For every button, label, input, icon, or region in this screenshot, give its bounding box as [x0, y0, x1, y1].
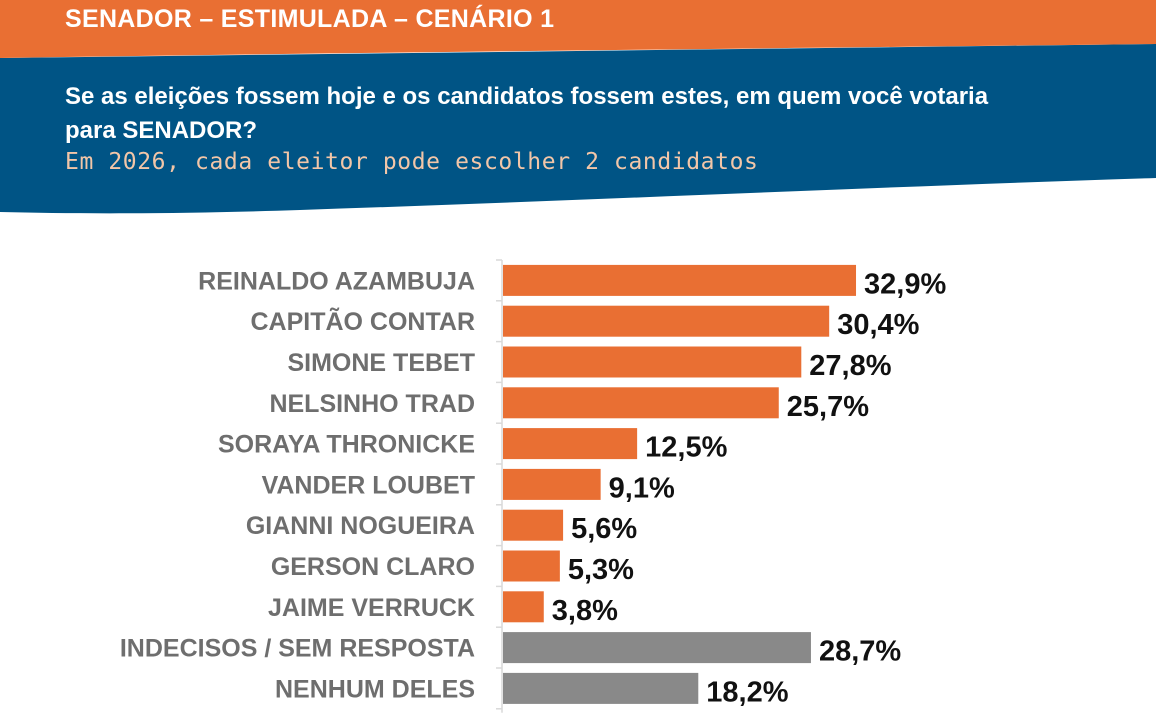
category-label: SIMONE TEBET	[287, 349, 475, 377]
category-label: VANDER LOUBET	[262, 471, 475, 499]
header-background	[0, 0, 1156, 214]
value-label: 28,7%	[819, 636, 901, 668]
survey-subtitle: Em 2026, cada eleitor pode escolher 2 ca…	[65, 149, 759, 175]
category-label: JAIME VERRUCK	[268, 594, 475, 622]
value-label: 27,8%	[809, 350, 891, 382]
value-label: 18,2%	[706, 676, 788, 708]
bar-capitao-contar	[503, 305, 830, 337]
bar-vander-loubet	[503, 468, 601, 500]
survey-question: Se as eleições fossem hoje e os candidat…	[65, 83, 989, 144]
category-label: INDECISOS / SEM RESPOSTA	[120, 635, 475, 663]
value-label: 12,5%	[645, 432, 727, 464]
bar-reinaldo-azambuja	[503, 264, 857, 296]
bar-jaime-verruck	[503, 591, 544, 623]
bar-indecisos-sem-resposta	[503, 632, 811, 664]
category-label: GERSON CLARO	[271, 553, 475, 581]
value-label: 25,7%	[787, 391, 869, 423]
bar-nelsinho-trad	[503, 387, 779, 419]
bar-soraya-thronicke	[503, 428, 638, 460]
bar-simone-tebet	[503, 346, 802, 378]
chart-title: SENADOR – ESTIMULADA – CENÁRIO 1	[65, 5, 555, 33]
value-label: 9,1%	[609, 472, 675, 504]
value-label: 5,6%	[571, 513, 637, 545]
category-label: GIANNI NOGUEIRA	[246, 512, 475, 540]
category-label: NELSINHO TRAD	[269, 390, 475, 418]
value-label: 5,3%	[568, 554, 634, 586]
category-label: SORAYA THRONICKE	[218, 431, 475, 459]
bar-chart: REINALDO AZAMBUJA 32,9% CAPITÃO CONTAR 30,4…	[120, 259, 946, 713]
value-label: 30,4%	[837, 309, 919, 341]
bar-nenhum-deles	[503, 672, 699, 704]
category-label: NENHUM DELES	[275, 675, 475, 703]
bar-gianni-nogueira	[503, 509, 564, 541]
category-label: REINALDO AZAMBUJA	[198, 267, 475, 295]
bar-gerson-claro	[503, 550, 560, 582]
value-label: 3,8%	[552, 595, 618, 627]
value-label: 32,9%	[864, 268, 946, 300]
category-label: CAPITÃO CONTAR	[250, 306, 475, 336]
header-blue-band	[0, 44, 1156, 214]
header-orange-band	[0, 0, 1156, 58]
